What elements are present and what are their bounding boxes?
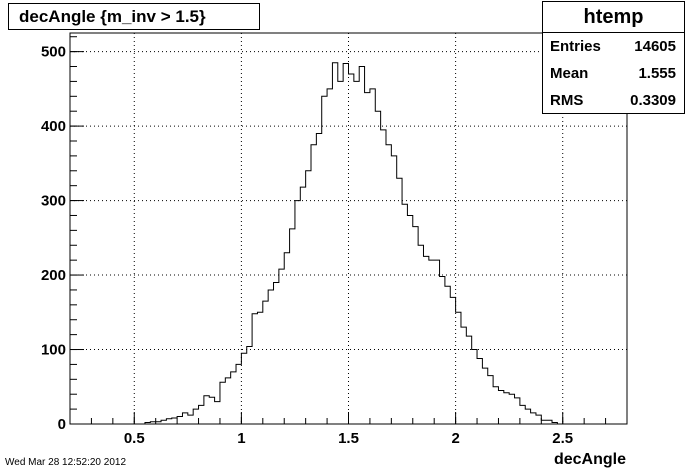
axis-ticks: [69, 36, 628, 425]
stats-value: 14605: [634, 38, 676, 55]
x-tick-label: 2.5: [552, 430, 573, 447]
stats-value: 0.3309: [630, 92, 676, 109]
y-tick-label: 0: [58, 416, 66, 433]
date-stamp: Wed Mar 28 12:52:20 2012: [5, 457, 127, 468]
y-tick-label: 200: [41, 267, 66, 284]
stats-box: htemp Entries 14605 Mean 1.555 RMS 0.330…: [542, 1, 685, 114]
stats-label: Entries: [550, 38, 601, 55]
x-tick-label: 2: [451, 430, 459, 447]
stats-label: Mean: [550, 65, 589, 82]
stats-label: RMS: [550, 92, 584, 109]
x-axis-label: decAngle: [553, 451, 626, 468]
stats-row-mean: Mean 1.555: [543, 60, 684, 87]
tick-labels: 0.5 1 1.5 2 2.5 0 100 200 300 400 500: [41, 44, 573, 447]
stats-row-rms: RMS 0.3309: [543, 87, 684, 114]
y-tick-label: 500: [41, 44, 66, 61]
x-tick-label: 1.5: [338, 430, 359, 447]
y-tick-label: 100: [41, 342, 66, 359]
y-tick-label: 300: [41, 193, 66, 210]
histogram-line: [70, 62, 627, 425]
stats-histogram-name: htemp: [543, 2, 684, 33]
stats-row-entries: Entries 14605: [543, 33, 684, 60]
grid-lines: [70, 33, 627, 424]
chart-title-text: decAngle {m_inv > 1.5}: [19, 6, 206, 26]
stats-value: 1.555: [638, 65, 676, 82]
x-tick-label: 0.5: [124, 430, 145, 447]
y-tick-label: 400: [41, 118, 66, 135]
chart-title: decAngle {m_inv > 1.5}: [8, 3, 260, 30]
x-tick-label: 1: [237, 430, 245, 447]
